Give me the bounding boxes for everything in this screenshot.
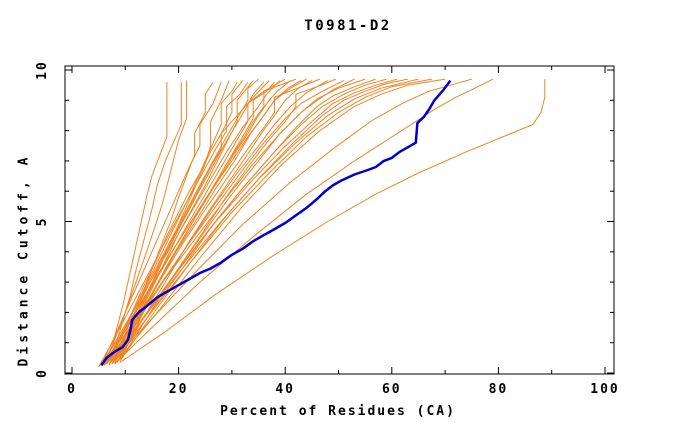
model-line xyxy=(98,78,307,368)
model-line xyxy=(98,81,249,368)
model-line xyxy=(103,78,419,366)
plot-border xyxy=(64,65,615,375)
model-line xyxy=(116,80,313,363)
model-line xyxy=(100,80,281,366)
model-line xyxy=(106,82,168,365)
x-tick-label: 40 xyxy=(275,382,295,397)
model-line xyxy=(108,80,329,365)
model-line xyxy=(106,78,387,365)
y-tick-label: 0 xyxy=(35,368,50,378)
model-line xyxy=(100,78,366,366)
x-axis-label: Percent of Residues (CA) xyxy=(220,404,456,419)
model-line xyxy=(108,78,398,365)
model-line xyxy=(119,78,408,362)
model-line xyxy=(103,78,297,366)
model-line xyxy=(106,80,270,365)
model-line xyxy=(114,78,376,363)
x-tick-label: 80 xyxy=(489,382,509,397)
y-tick-label: 5 xyxy=(35,217,50,227)
highlight-line xyxy=(100,79,452,367)
x-tick-label: 60 xyxy=(382,382,402,397)
model-line xyxy=(106,78,320,365)
y-tick-label: 10 xyxy=(35,60,50,80)
model-line xyxy=(106,81,238,365)
model-line xyxy=(114,78,494,365)
x-tick-label: 100 xyxy=(590,382,619,397)
model-line xyxy=(119,79,546,363)
model-line xyxy=(114,80,230,365)
model-line xyxy=(100,81,222,366)
model-line xyxy=(108,80,243,365)
chart-title: T0981-D2 xyxy=(304,18,392,34)
model-line xyxy=(108,78,472,365)
model-line xyxy=(108,78,286,365)
x-tick-label: 20 xyxy=(169,382,189,397)
model-line xyxy=(108,82,182,366)
x-tick-label: 0 xyxy=(67,382,77,397)
model-line xyxy=(111,81,214,365)
